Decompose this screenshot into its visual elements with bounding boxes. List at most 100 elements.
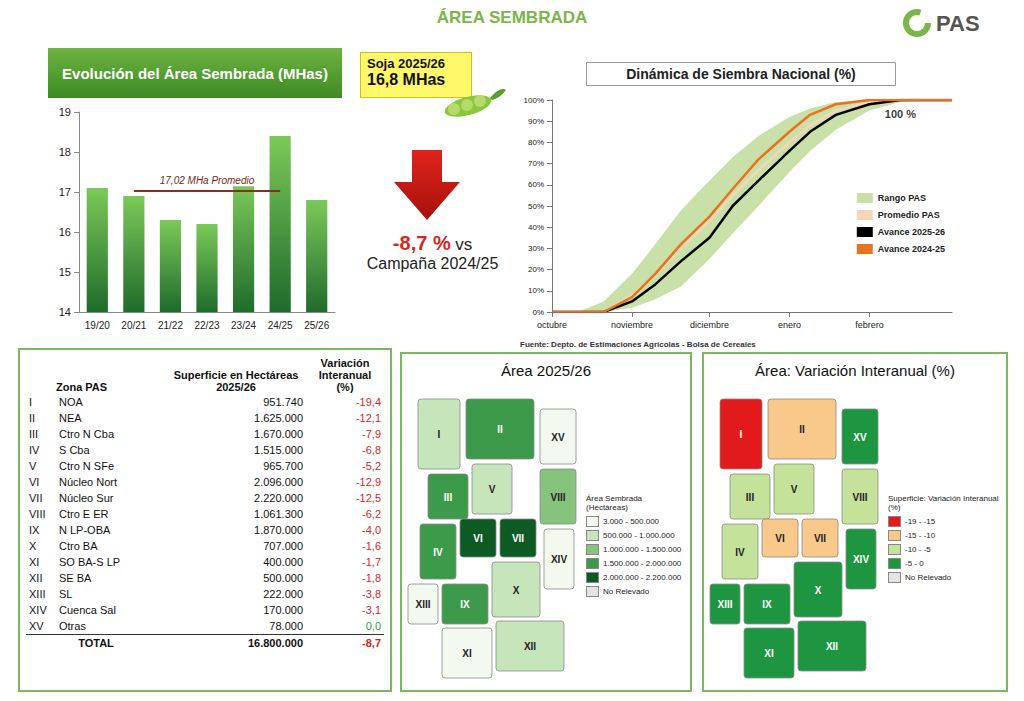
svg-text:Rango PAS: Rango PAS xyxy=(878,193,926,203)
svg-text:XI: XI xyxy=(462,648,472,659)
svg-text:Avance 2025-26: Avance 2025-26 xyxy=(878,227,945,237)
html-text:NEA: NEA xyxy=(59,412,82,424)
svg-text:10%: 10% xyxy=(528,286,544,295)
svg-text:VII: VII xyxy=(512,533,524,544)
html-text:-12,1: -12,1 xyxy=(355,412,381,424)
html-text:Ctro N Cba: Ctro N Cba xyxy=(59,428,114,440)
html-text:Superficie: Variación Interanu: Superficie: Variación Interanual (%) xyxy=(888,494,999,512)
svg-text:III: III xyxy=(746,492,755,503)
html-text:-7,9: -7,9 xyxy=(362,428,381,440)
html-text:S Cba: S Cba xyxy=(59,444,90,456)
html-text:Área: Variación Interanual (%): Área: Variación Interanual (%) xyxy=(755,362,955,379)
html-text:NOA: NOA xyxy=(59,396,83,408)
svg-text:22/23: 22/23 xyxy=(194,320,219,331)
svg-text:II: II xyxy=(799,424,805,435)
svg-text:I: I xyxy=(740,429,743,440)
svg-text:VIII: VIII xyxy=(550,492,565,503)
html-text:PAS: PAS xyxy=(936,11,980,36)
html-text:965.700: 965.700 xyxy=(263,460,303,472)
svg-text:17: 17 xyxy=(59,186,71,198)
svg-text:23/24: 23/24 xyxy=(231,320,256,331)
svg-text:Promedio PAS: Promedio PAS xyxy=(878,210,940,220)
svg-text:20%: 20% xyxy=(528,265,544,274)
html-text:1.670.000: 1.670.000 xyxy=(254,428,303,440)
svg-text:25/26: 25/26 xyxy=(304,320,329,331)
html-text:-5,2: -5,2 xyxy=(362,460,381,472)
svg-text:IX: IX xyxy=(460,599,470,610)
svg-text:XIII: XIII xyxy=(717,599,732,610)
svg-text:II: II xyxy=(497,424,503,435)
svg-text:XI: XI xyxy=(764,648,774,659)
svg-text:16: 16 xyxy=(59,226,71,238)
html-text:Superficie en Hectáreas 2025/2: Superficie en Hectáreas 2025/26 xyxy=(173,369,299,393)
svg-text:19/20: 19/20 xyxy=(85,320,110,331)
svg-text:50%: 50% xyxy=(528,202,544,211)
svg-text:XIV: XIV xyxy=(551,554,567,565)
svg-text:100%: 100% xyxy=(524,96,544,105)
svg-text:X: X xyxy=(815,585,822,596)
svg-text:90%: 90% xyxy=(528,117,544,126)
svg-text:VIII: VIII xyxy=(852,492,867,503)
svg-text:24/25: 24/25 xyxy=(268,320,293,331)
svg-text:19: 19 xyxy=(59,106,71,118)
svg-text:100 %: 100 % xyxy=(885,108,916,120)
svg-text:20/21: 20/21 xyxy=(121,320,146,331)
svg-text:21/22: 21/22 xyxy=(158,320,183,331)
html-text:Área Sembrada (Hectáreas): Área Sembrada (Hectáreas) xyxy=(586,494,642,512)
svg-text:IV: IV xyxy=(735,547,745,558)
html-text:-8,7 % vs: -8,7 % vs xyxy=(392,232,473,254)
svg-text:VI: VI xyxy=(473,533,483,544)
svg-text:18: 18 xyxy=(59,146,71,158)
svg-text:80%: 80% xyxy=(528,138,544,147)
svg-text:15: 15 xyxy=(59,266,71,278)
html-text:Campaña 2024/25: Campaña 2024/25 xyxy=(366,255,499,272)
svg-text:noviembre: noviembre xyxy=(611,320,653,330)
html-text:Ctro N SFe: Ctro N SFe xyxy=(59,460,114,472)
svg-text:30%: 30% xyxy=(528,244,544,253)
html-text:Evolución del Área Sembrada (M: Evolución del Área Sembrada (MHas) xyxy=(62,64,328,82)
html-text:Variación Interanual (%): Variación Interanual (%) xyxy=(318,357,372,393)
svg-text:febrero: febrero xyxy=(855,320,884,330)
html-text:-12,9: -12,9 xyxy=(355,476,381,488)
svg-text:III: III xyxy=(444,492,453,503)
svg-text:X: X xyxy=(513,585,520,596)
html-text:VII: VII xyxy=(29,492,43,504)
svg-text:60%: 60% xyxy=(528,180,544,189)
svg-text:IV: IV xyxy=(433,547,443,558)
svg-text:14: 14 xyxy=(59,306,71,318)
svg-text:40%: 40% xyxy=(528,223,544,232)
html-text:2.096.000: 2.096.000 xyxy=(254,476,303,488)
svg-text:XIV: XIV xyxy=(853,554,869,565)
html-text:Núcleo Sur: Núcleo Sur xyxy=(59,492,114,504)
svg-text:0%: 0% xyxy=(532,308,544,317)
html-text:ÁREA SEMBRADA: ÁREA SEMBRADA xyxy=(436,8,588,27)
svg-text:XV: XV xyxy=(853,432,867,443)
html-text:-6,8: -6,8 xyxy=(362,444,381,456)
svg-text:enero: enero xyxy=(778,320,801,330)
svg-text:V: V xyxy=(791,484,798,495)
html-text:Soja 2025/26: Soja 2025/26 xyxy=(367,56,446,71)
svg-text:octubre: octubre xyxy=(537,320,567,330)
svg-text:XII: XII xyxy=(524,641,536,652)
html-text:Zona PAS: Zona PAS xyxy=(56,381,108,393)
svg-text:diciembre: diciembre xyxy=(690,320,729,330)
svg-text:70%: 70% xyxy=(528,159,544,168)
svg-text:XIII: XIII xyxy=(415,599,430,610)
html-text:-19,4: -19,4 xyxy=(355,396,381,408)
svg-text:Dinámica de Siembra Nacional (: Dinámica de Siembra Nacional (%) xyxy=(626,66,856,82)
html-text:951.740: 951.740 xyxy=(263,396,303,408)
svg-text:V: V xyxy=(489,484,496,495)
html-text:Área 2025/26: Área 2025/26 xyxy=(501,362,591,379)
html-text:1.625.000: 1.625.000 xyxy=(254,412,303,424)
svg-text:XV: XV xyxy=(551,432,565,443)
svg-text:I: I xyxy=(438,429,441,440)
svg-text:VII: VII xyxy=(814,533,826,544)
html-text:Núcleo Nort: Núcleo Nort xyxy=(59,476,118,488)
svg-text:XII: XII xyxy=(826,641,838,652)
html-text:16,8 MHas: 16,8 MHas xyxy=(367,71,446,88)
svg-text:17,02 MHa Promedio: 17,02 MHa Promedio xyxy=(160,175,255,186)
html-text:1.515.000: 1.515.000 xyxy=(254,444,303,456)
svg-text:IX: IX xyxy=(762,599,772,610)
svg-text:VI: VI xyxy=(775,533,785,544)
svg-text:Avance 2024-25: Avance 2024-25 xyxy=(878,244,945,254)
